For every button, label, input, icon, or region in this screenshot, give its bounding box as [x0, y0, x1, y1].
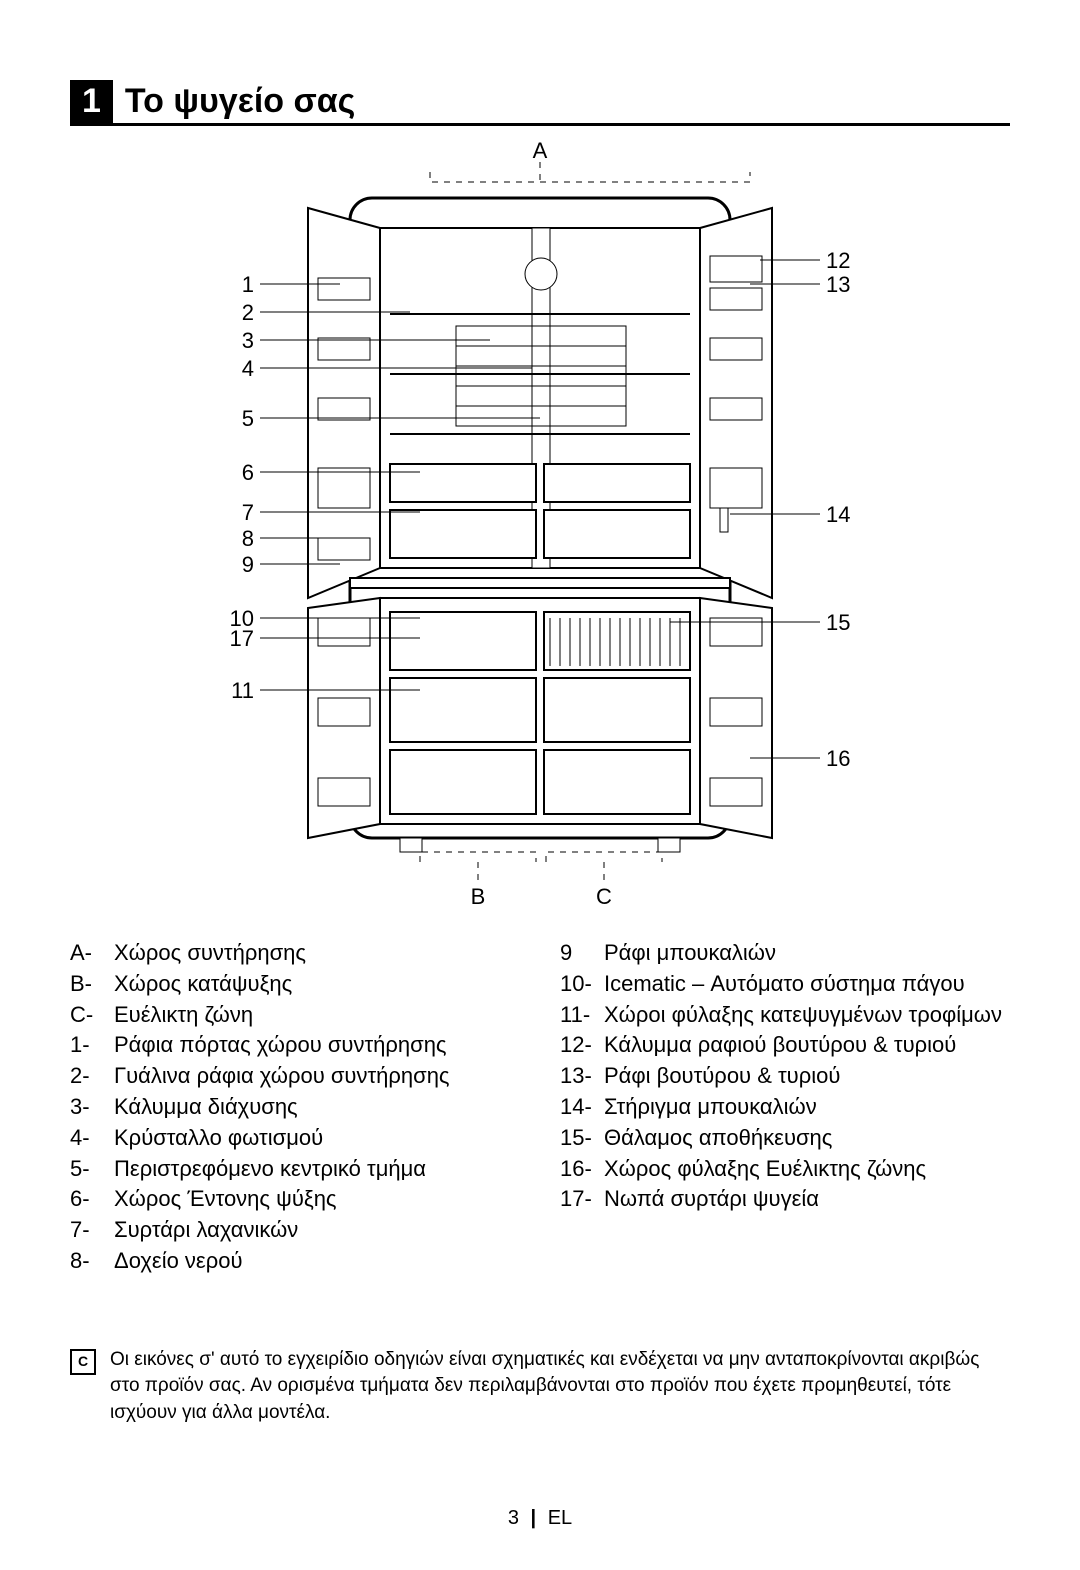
legend-row: A-Χώρος συντήρησης: [70, 938, 520, 969]
legend-key: 7-: [70, 1215, 114, 1246]
legend-row: 3-Κάλυμμα διάχυσης: [70, 1092, 520, 1123]
callout-3: 3: [220, 328, 254, 354]
legend-row: B-Χώρος κατάψυξης: [70, 969, 520, 1000]
legend-left: A-Χώρος συντήρησηςB-Χώρος κατάψυξηςC-Ευέ…: [70, 938, 520, 1277]
callout-11: 11: [220, 678, 254, 704]
legend-row: 10-Icematic – Αυτόματο σύστημα πάγου: [560, 969, 1010, 1000]
note: C Οι εικόνες σ' αυτό το εγχειρίδιο οδηγι…: [70, 1347, 1010, 1427]
legend-value: Χώρος Έντονης ψύξης: [114, 1184, 520, 1215]
label-c: C: [596, 884, 612, 909]
legend-row: 11-Χώροι φύλαξης κατεψυγμένων τροφίμων: [560, 1000, 1010, 1031]
legend-value: Ράφια πόρτας χώρου συντήρησης: [114, 1030, 520, 1061]
legend-value: Δοχείο νερού: [114, 1246, 520, 1277]
page-lang: EL: [548, 1507, 572, 1529]
legend-value: Περιστρεφόμενο κεντρικό τμήμα: [114, 1154, 520, 1185]
legend-row: 15-Θάλαμος αποθήκευσης: [560, 1123, 1010, 1154]
legend-value: Χώρος φύλαξης Ευέλικτης ζώνης: [604, 1154, 1010, 1185]
legend-row: 17-Νωπά συρτάρι ψυγεία: [560, 1184, 1010, 1215]
legend-value: Κρύσταλλο φωτισμού: [114, 1123, 520, 1154]
page-number: 3: [508, 1507, 519, 1529]
legend-key: 1-: [70, 1030, 114, 1061]
callout-12: 12: [826, 248, 850, 274]
callout-4: 4: [220, 356, 254, 382]
callout-15: 15: [826, 610, 850, 636]
legend-lists: A-Χώρος συντήρησηςB-Χώρος κατάψυξηςC-Ευέ…: [70, 938, 1010, 1277]
callout-13: 13: [826, 272, 850, 298]
legend-key: 17-: [560, 1184, 604, 1215]
legend-key: 5-: [70, 1154, 114, 1185]
legend-row: 12-Κάλυμμα ραφιού βουτύρου & τυριού: [560, 1030, 1010, 1061]
legend-key: 15-: [560, 1123, 604, 1154]
legend-key: 9: [560, 938, 604, 969]
callout-5: 5: [220, 406, 254, 432]
legend-key: 16-: [560, 1154, 604, 1185]
legend-key: 14-: [560, 1092, 604, 1123]
footer-separator: |: [531, 1507, 537, 1529]
legend-key: C-: [70, 1000, 114, 1031]
legend-right: 9Ράφι μπουκαλιών10-Icematic – Αυτόματο σ…: [560, 938, 1010, 1277]
legend-key: 13-: [560, 1061, 604, 1092]
legend-value: Χώρος κατάψυξης: [114, 969, 520, 1000]
legend-row: 7-Συρτάρι λαχανικών: [70, 1215, 520, 1246]
legend-key: 2-: [70, 1061, 114, 1092]
page-footer: 3 | EL: [70, 1507, 1010, 1530]
label-a: A: [533, 138, 548, 163]
section-header: 1 Το ψυγείο σας: [70, 80, 1010, 126]
legend-value: Ράφι μπουκαλιών: [604, 938, 1010, 969]
legend-row: 13-Ράφι βουτύρου & τυριού: [560, 1061, 1010, 1092]
legend-key: 8-: [70, 1246, 114, 1277]
label-b: B: [471, 884, 486, 909]
legend-row: 16-Χώρος φύλαξης Ευέλικτης ζώνης: [560, 1154, 1010, 1185]
callout-17: 17: [220, 626, 254, 652]
legend-key: B-: [70, 969, 114, 1000]
legend-value: Ευέλικτη ζώνη: [114, 1000, 520, 1031]
legend-value: Θάλαμος αποθήκευσης: [604, 1123, 1010, 1154]
section-number: 1: [70, 80, 113, 123]
fridge-diagram: A: [190, 138, 890, 928]
callout-1: 1: [220, 272, 254, 298]
callout-7: 7: [220, 500, 254, 526]
legend-value: Συρτάρι λαχανικών: [114, 1215, 520, 1246]
legend-row: 2-Γυάλινα ράφια χώρου συντήρησης: [70, 1061, 520, 1092]
legend-row: 4-Κρύσταλλο φωτισμού: [70, 1123, 520, 1154]
callout-6: 6: [220, 460, 254, 486]
legend-key: 11-: [560, 1000, 604, 1031]
legend-row: 1-Ράφια πόρτας χώρου συντήρησης: [70, 1030, 520, 1061]
info-icon: C: [70, 1349, 96, 1375]
legend-value: Νωπά συρτάρι ψυγεία: [604, 1184, 1010, 1215]
callout-8: 8: [220, 526, 254, 552]
legend-key: 6-: [70, 1184, 114, 1215]
callout-2: 2: [220, 300, 254, 326]
legend-value: Χώρος συντήρησης: [114, 938, 520, 969]
legend-key: 10-: [560, 969, 604, 1000]
legend-value: Στήριγμα μπουκαλιών: [604, 1092, 1010, 1123]
legend-key: 3-: [70, 1092, 114, 1123]
legend-row: 8-Δοχείο νερού: [70, 1246, 520, 1277]
legend-row: 5-Περιστρεφόμενο κεντρικό τμήμα: [70, 1154, 520, 1185]
legend-row: 9Ράφι μπουκαλιών: [560, 938, 1010, 969]
callout-14: 14: [826, 502, 850, 528]
legend-value: Κάλυμμα διάχυσης: [114, 1092, 520, 1123]
note-text: Οι εικόνες σ' αυτό το εγχειρίδιο οδηγιών…: [110, 1347, 1010, 1427]
callout-9: 9: [220, 552, 254, 578]
legend-value: Icematic – Αυτόματο σύστημα πάγου: [604, 969, 1010, 1000]
legend-row: 14-Στήριγμα μπουκαλιών: [560, 1092, 1010, 1123]
legend-value: Ράφι βουτύρου & τυριού: [604, 1061, 1010, 1092]
legend-value: Γυάλινα ράφια χώρου συντήρησης: [114, 1061, 520, 1092]
legend-row: C-Ευέλικτη ζώνη: [70, 1000, 520, 1031]
section-title: Το ψυγείο σας: [125, 82, 355, 121]
legend-row: 6-Χώρος Έντονης ψύξης: [70, 1184, 520, 1215]
diagram-container: A: [70, 138, 1010, 928]
legend-key: A-: [70, 938, 114, 969]
callout-16: 16: [826, 746, 850, 772]
legend-value: Κάλυμμα ραφιού βουτύρου & τυριού: [604, 1030, 1010, 1061]
legend-key: 12-: [560, 1030, 604, 1061]
legend-key: 4-: [70, 1123, 114, 1154]
legend-value: Χώροι φύλαξης κατεψυγμένων τροφίμων: [604, 1000, 1010, 1031]
